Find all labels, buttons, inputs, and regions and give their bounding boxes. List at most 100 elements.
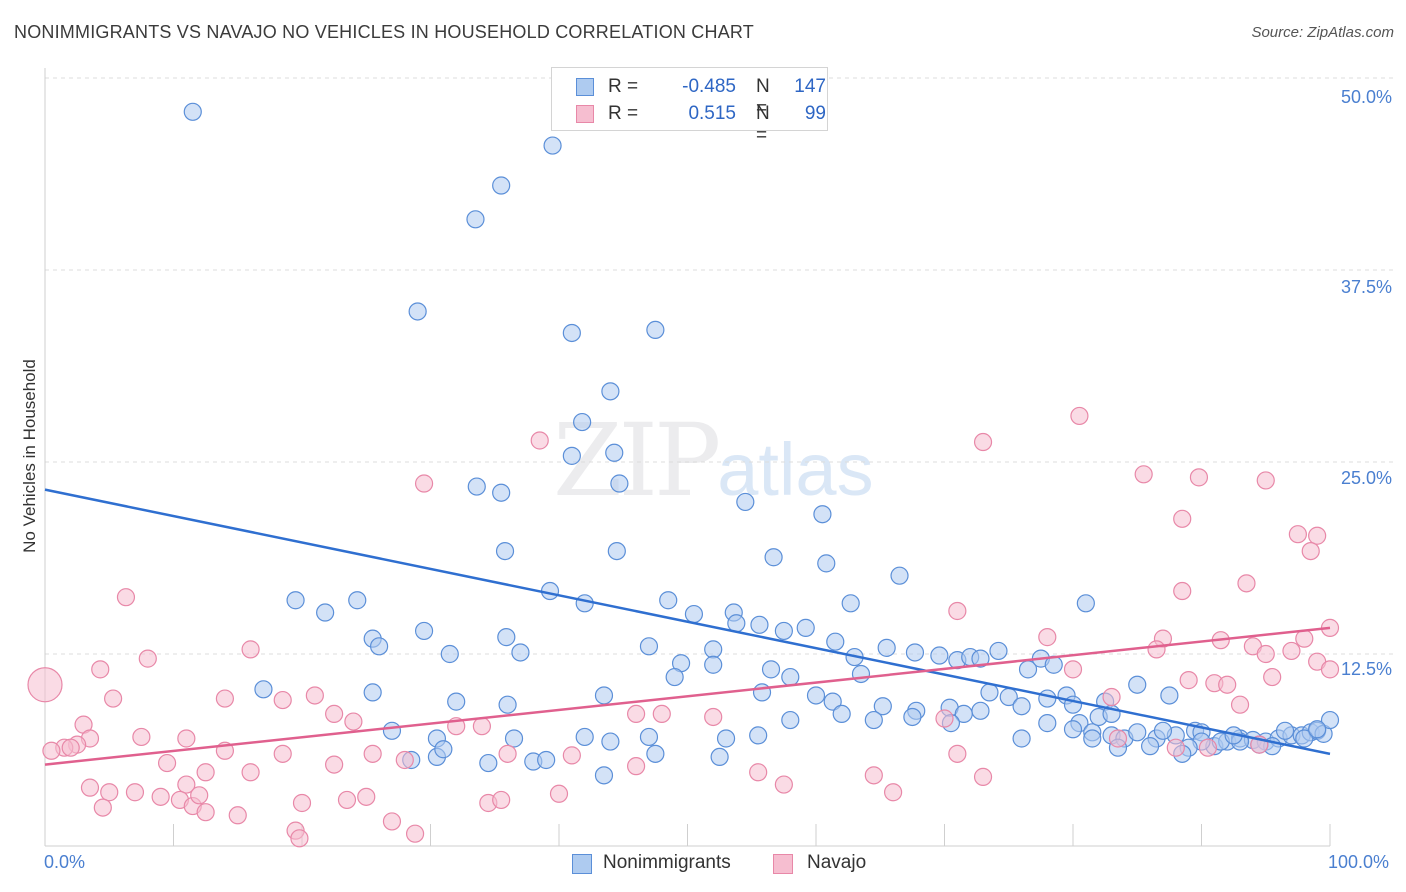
point-nonimmigrants [1038, 714, 1057, 733]
point-nonimmigrants [1063, 720, 1083, 739]
point-nonimmigrants [1076, 594, 1095, 613]
point-nonimmigrants [594, 686, 614, 705]
point-navajo [292, 793, 312, 813]
point-nonimmigrants [796, 618, 815, 637]
point-nonimmigrants [573, 412, 592, 432]
trend-line-nonimmigrants [44, 488, 1331, 756]
point-navajo [177, 729, 196, 748]
legend-r-value-nonimmigrants: -0.485 [682, 76, 736, 97]
point-navajo [1102, 687, 1121, 707]
point-nonimmigrants [903, 707, 922, 727]
bottom-legend-swatch-nonimmigrants [572, 854, 592, 874]
point-navajo [1147, 640, 1166, 659]
point-nonimmigrants [1153, 721, 1173, 740]
bottom-legend-label-navajo: Navajo [807, 852, 867, 873]
point-nonimmigrants [646, 744, 665, 763]
point-navajo [395, 750, 414, 770]
trend-line-navajo [44, 626, 1331, 766]
point-navajo [1256, 471, 1275, 490]
point-navajo [357, 787, 376, 806]
point-navajo [93, 798, 112, 817]
point-nonimmigrants [1140, 737, 1160, 756]
point-nonimmigrants [495, 541, 515, 561]
point-navajo [241, 640, 260, 659]
point-navajo [125, 783, 145, 802]
point-navajo [228, 806, 247, 825]
point-navajo [1166, 738, 1185, 757]
point-nonimmigrants [989, 641, 1008, 661]
point-navajo [1263, 667, 1282, 687]
point-navajo [1308, 526, 1327, 545]
point-navajo [1218, 675, 1237, 694]
point-nonimmigrants [873, 697, 892, 716]
point-navajo [177, 775, 196, 794]
point-navajo [1288, 525, 1307, 544]
point-nonimmigrants [1308, 720, 1327, 739]
point-nonimmigrants [851, 664, 871, 684]
point-navajo [61, 738, 80, 757]
point-navajo [973, 767, 993, 786]
point-navajo [91, 660, 110, 679]
point-navajo [749, 763, 768, 782]
point-nonimmigrants [497, 628, 516, 647]
point-nonimmigrants [254, 680, 273, 699]
chart-title: NONIMMIGRANTS VS NAVAJO NO VEHICLES IN H… [14, 22, 754, 42]
point-nonimmigrants [710, 747, 729, 767]
point-nonimmigrants [665, 667, 684, 687]
point-navajo [948, 744, 967, 763]
stats-legend: R = -0.485 N = 147 R = 0.515 N = 99 [551, 67, 828, 146]
point-navajo [1173, 581, 1192, 601]
point-nonimmigrants [562, 446, 581, 465]
y-tick-label-12-5: 12.5% [1340, 659, 1392, 679]
point-nonimmigrants [823, 692, 842, 711]
point-nonimmigrants [543, 136, 562, 155]
legend-n-label: N = [756, 76, 770, 119]
point-nonimmigrants [750, 615, 769, 634]
point-nonimmigrants [370, 637, 389, 656]
point-navajo [562, 746, 581, 765]
point-navajo [196, 763, 215, 782]
point-navajo [215, 689, 234, 708]
point-nonimmigrants [1012, 729, 1031, 748]
point-nonimmigrants [286, 591, 305, 610]
point-nonimmigrants [761, 660, 781, 679]
point-nonimmigrants [1320, 710, 1340, 730]
point-nonimmigrants [1128, 723, 1147, 742]
point-nonimmigrants [764, 548, 783, 567]
point-nonimmigrants [504, 729, 524, 748]
point-nonimmigrants [749, 726, 768, 745]
point-navajo [290, 829, 309, 848]
point-nonimmigrants [414, 621, 434, 641]
point-nonimmigrants [826, 632, 845, 651]
x-tick-label-100: 100.0% [1328, 852, 1390, 872]
point-nonimmigrants [467, 477, 486, 496]
point-navajo [1070, 406, 1089, 426]
point-nonimmigrants [727, 614, 746, 633]
point-nonimmigrants [575, 594, 594, 613]
point-navajo [273, 744, 292, 763]
point-navajo [100, 783, 119, 802]
point-navajo [344, 712, 363, 731]
point-nonimmigrants [447, 692, 466, 711]
point-navajo [273, 690, 292, 710]
point-navajo [1134, 465, 1153, 484]
point-nonimmigrants [930, 646, 949, 665]
point-nonimmigrants [817, 554, 836, 573]
legend-swatch-nonimmigrants [576, 78, 594, 96]
point-nonimmigrants [511, 643, 530, 662]
point-nonimmigrants [183, 102, 202, 121]
point-navajo [948, 601, 967, 621]
point-nonimmigrants [980, 683, 999, 702]
point-nonimmigrants [492, 483, 511, 502]
point-nonimmigrants [704, 640, 723, 659]
point-nonimmigrants [704, 655, 723, 674]
point-nonimmigrants [492, 176, 511, 195]
point-navajo [498, 744, 517, 763]
point-nonimmigrants [363, 683, 382, 702]
point-navajo [241, 763, 260, 782]
point-nonimmigrants [781, 667, 800, 687]
point-nonimmigrants [1038, 689, 1057, 708]
point-nonimmigrants [537, 750, 556, 770]
point-nonimmigrants [440, 644, 459, 664]
x-tick-label-0: 0.0% [44, 852, 86, 872]
